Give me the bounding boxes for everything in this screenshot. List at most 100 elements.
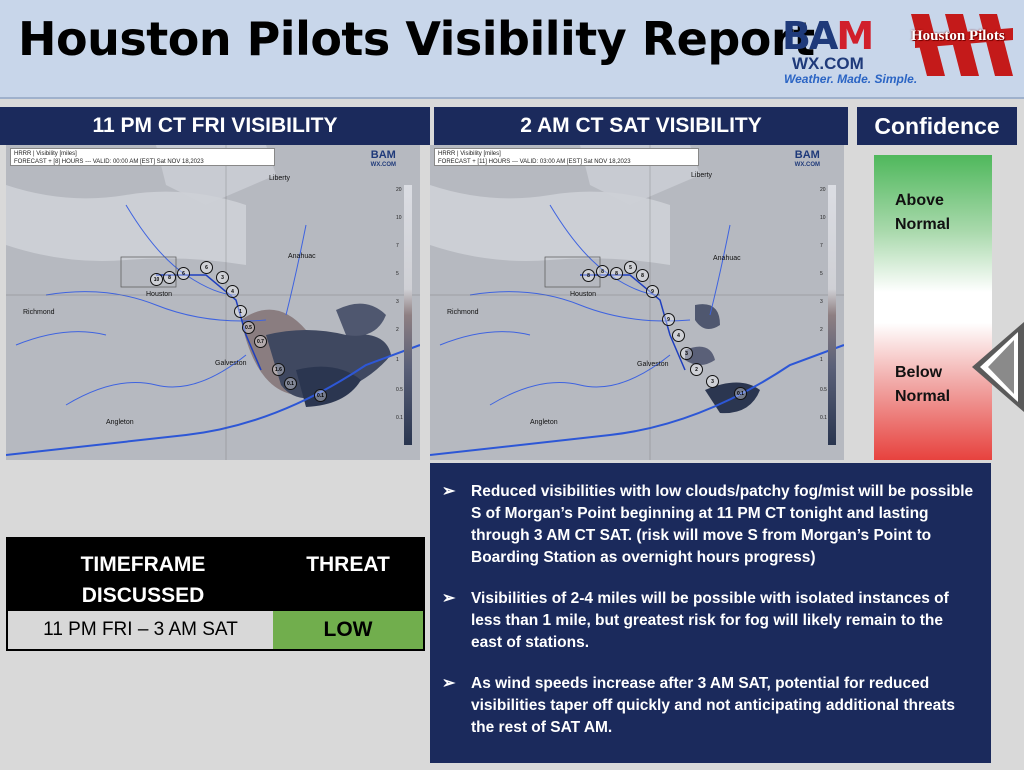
map-2-city-galveston: Galveston bbox=[637, 361, 669, 368]
map-1-info-line2: FORECAST + [8] HOURS --- VALID: 00:00 AM… bbox=[14, 159, 204, 165]
page-title: Houston Pilots Visibility Report bbox=[18, 12, 815, 66]
timeframe-cell: 11 PM FRI – 3 AM SAT bbox=[8, 611, 273, 649]
colorbar-tick-label: 5 bbox=[820, 271, 823, 277]
map-1-bam-logo-sub: WX.COM bbox=[370, 162, 396, 168]
colorbar-tick-label: 10 bbox=[820, 215, 826, 221]
visibility-map-2: HRRR | Visibility [miles] FORECAST + [11… bbox=[430, 145, 844, 460]
map-2-bam-logo-sub: WX.COM bbox=[794, 162, 820, 168]
note-text: As wind speeds increase after 3 AM SAT, … bbox=[471, 675, 956, 736]
colorbar-tick-label: 5 bbox=[396, 271, 399, 277]
station-visibility-marker: 8 bbox=[596, 265, 609, 278]
forecast-notes: ➢ Reduced visibilities with low clouds/p… bbox=[430, 463, 991, 763]
bam-logo-wordmark: BAM bbox=[782, 14, 874, 58]
note-item: ➢ Visibilities of 2-4 miles will be poss… bbox=[442, 588, 975, 654]
panel-1-title: 11 PM CT FRI VISIBILITY bbox=[0, 107, 430, 145]
station-visibility-marker: 3 bbox=[706, 375, 719, 388]
bullet-arrow-icon: ➢ bbox=[442, 590, 456, 607]
colorbar-tick-label: 0.5 bbox=[396, 387, 403, 393]
map-1-info-box: HRRR | Visibility [miles] FORECAST + [8]… bbox=[10, 148, 275, 166]
map-2-city-liberty: Liberty bbox=[691, 172, 713, 179]
map-1-city-richmond: Richmond bbox=[23, 309, 55, 316]
map-1-colorbar bbox=[404, 185, 412, 445]
station-visibility-marker: 9 bbox=[662, 313, 675, 326]
threat-header: THREAT bbox=[306, 553, 390, 576]
map-1-graphic bbox=[6, 145, 420, 460]
report-header: Houston Pilots Visibility Report BAM WX.… bbox=[0, 0, 1024, 99]
colorbar-tick-label: 0.5 bbox=[820, 387, 827, 393]
bullet-arrow-icon: ➢ bbox=[442, 675, 456, 692]
map-2-city-anahuac: Anahuac bbox=[713, 255, 741, 262]
map-1-info-line1: HRRR | Visibility [miles] bbox=[14, 151, 77, 157]
panel-2-title: 2 AM CT SAT VISIBILITY bbox=[434, 107, 848, 145]
map-1-city-angleton: Angleton bbox=[106, 419, 134, 426]
map-2-graphic bbox=[430, 145, 844, 460]
station-visibility-marker: 0.7 bbox=[254, 335, 267, 348]
station-visibility-marker: 10 bbox=[150, 273, 163, 286]
station-visibility-marker: 3 bbox=[216, 271, 229, 284]
map-2-bam-logo-text: BAM bbox=[794, 149, 820, 161]
station-visibility-marker: 3 bbox=[680, 347, 693, 360]
threat-table: TIMEFRAME DISCUSSED THREAT 11 PM FRI – 3… bbox=[6, 537, 425, 651]
station-visibility-marker: 8 bbox=[163, 271, 176, 284]
map-1-bam-logo: BAM WX.COM bbox=[371, 150, 396, 170]
station-visibility-marker: 0.5 bbox=[242, 321, 255, 334]
station-visibility-marker: 8 bbox=[610, 267, 623, 280]
map-2-city-houston: Houston bbox=[570, 291, 597, 298]
colorbar-tick-label: 7 bbox=[396, 243, 399, 249]
station-visibility-marker: 0.1 bbox=[734, 387, 747, 400]
note-item: ➢ As wind speeds increase after 3 AM SAT… bbox=[442, 673, 975, 739]
confidence-scale bbox=[874, 155, 992, 460]
threat-level-cell: LOW bbox=[273, 611, 423, 649]
houston-pilots-logo: Houston Pilots bbox=[905, 6, 1017, 86]
confidence-title: Confidence bbox=[857, 107, 1017, 145]
bam-logo-tagline: Weather. Made. Simple. bbox=[784, 72, 918, 86]
map-2-city-richmond: Richmond bbox=[447, 309, 479, 316]
station-visibility-marker: 9 bbox=[646, 285, 659, 298]
confidence-below-label: Below Normal bbox=[895, 364, 951, 405]
station-visibility-marker: 2 bbox=[690, 363, 703, 376]
confidence-above-label: Above Normal bbox=[895, 192, 951, 233]
colorbar-tick-label: 20 bbox=[396, 187, 402, 193]
map-1-city-liberty: Liberty bbox=[269, 175, 291, 182]
note-item: ➢ Reduced visibilities with low clouds/p… bbox=[442, 481, 975, 569]
colorbar-tick-label: 3 bbox=[820, 299, 823, 305]
houston-pilots-logo-text: Houston Pilots bbox=[911, 28, 1005, 44]
map-1-city-houston: Houston bbox=[146, 291, 173, 298]
colorbar-tick-label: 1 bbox=[820, 357, 823, 363]
station-visibility-marker: 8 bbox=[636, 269, 649, 282]
colorbar-tick-label: 1 bbox=[396, 357, 399, 363]
map-2-city-angleton: Angleton bbox=[530, 419, 558, 426]
colorbar-tick-label: 0.1 bbox=[396, 415, 403, 421]
station-visibility-marker: 1 bbox=[234, 305, 247, 318]
map-2-info-line2: FORECAST + [11] HOURS --- VALID: 03:00 A… bbox=[438, 159, 631, 165]
visibility-map-1: HRRR | Visibility [miles] FORECAST + [8]… bbox=[6, 145, 420, 460]
map-2-colorbar bbox=[828, 185, 836, 445]
colorbar-tick-label: 0.1 bbox=[820, 415, 827, 421]
map-2-bam-logo: BAM WX.COM bbox=[795, 150, 820, 170]
colorbar-tick-label: 2 bbox=[820, 327, 823, 333]
station-visibility-marker: 1.6 bbox=[272, 363, 285, 376]
colorbar-tick-label: 2 bbox=[396, 327, 399, 333]
station-visibility-marker: 0.1 bbox=[314, 389, 327, 402]
map-1-city-anahuac: Anahuac bbox=[288, 253, 316, 260]
map-2-info-box: HRRR | Visibility [miles] FORECAST + [11… bbox=[434, 148, 699, 166]
map-1-city-galveston: Galveston bbox=[215, 360, 247, 367]
note-text: Reduced visibilities with low clouds/pat… bbox=[471, 483, 974, 566]
colorbar-tick-label: 3 bbox=[396, 299, 399, 305]
bam-logo: BAM WX.COM Weather. Made. Simple. bbox=[782, 10, 917, 92]
station-visibility-marker: 4 bbox=[672, 329, 685, 342]
station-visibility-marker: 0.1 bbox=[284, 377, 297, 390]
station-visibility-marker: 6 bbox=[177, 267, 190, 280]
station-visibility-marker: 4 bbox=[226, 285, 239, 298]
threat-table-header: TIMEFRAME DISCUSSED THREAT bbox=[8, 539, 423, 611]
colorbar-tick-label: 10 bbox=[396, 215, 402, 221]
bullet-arrow-icon: ➢ bbox=[442, 483, 456, 500]
map-2-info-line1: HRRR | Visibility [miles] bbox=[438, 151, 501, 157]
station-visibility-marker: 8 bbox=[582, 269, 595, 282]
colorbar-tick-label: 20 bbox=[820, 187, 826, 193]
confidence-indicator-arrow-icon bbox=[972, 322, 1024, 412]
note-text: Visibilities of 2-4 miles will be possib… bbox=[471, 590, 949, 651]
map-1-bam-logo-text: BAM bbox=[370, 149, 396, 161]
bam-logo-domain: WX.COM bbox=[792, 54, 864, 73]
timeframe-header: TIMEFRAME DISCUSSED bbox=[80, 553, 206, 607]
